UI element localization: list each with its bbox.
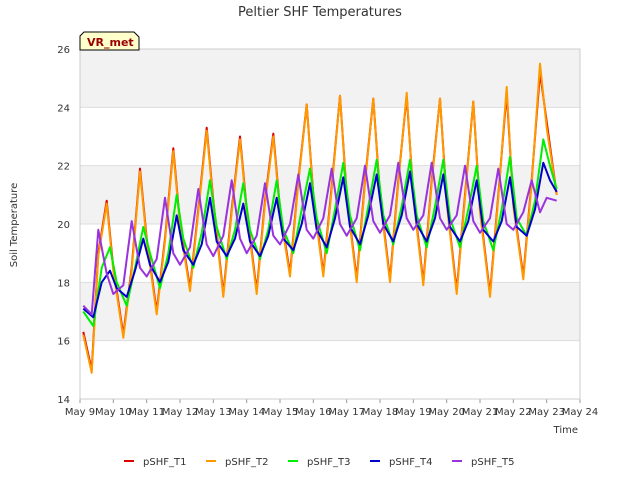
legend-label: pSHF_T2 bbox=[225, 457, 268, 468]
x-tick-label: May 22 bbox=[495, 407, 532, 418]
legend-label: pSHF_T3 bbox=[307, 457, 350, 468]
vr-met-annotation: VR_met bbox=[79, 31, 140, 51]
annotation-box bbox=[79, 31, 140, 51]
shaded-bands bbox=[80, 49, 580, 341]
series-lines bbox=[82, 62, 558, 374]
x-tick-label: May 13 bbox=[195, 407, 232, 418]
x-tick-label: May 19 bbox=[395, 407, 432, 418]
y-tick-label: 20 bbox=[57, 220, 70, 231]
series-line-pSHF_T4 bbox=[82, 161, 558, 319]
annotation-text: VR_met bbox=[87, 36, 134, 49]
x-tick-label: May 11 bbox=[128, 407, 165, 418]
x-tick-label: May 15 bbox=[262, 407, 299, 418]
y-tick-label: 14 bbox=[57, 395, 70, 406]
plot-frame bbox=[79, 48, 581, 400]
x-axis-label: Time bbox=[553, 425, 578, 436]
y-tick-label: 26 bbox=[57, 45, 70, 56]
y-axis-label: Soil Temperature bbox=[9, 183, 20, 268]
y-tick-label: 18 bbox=[57, 278, 70, 289]
legend-label: pSHF_T5 bbox=[471, 457, 514, 468]
legend-label: pSHF_T4 bbox=[389, 457, 432, 468]
y-tick-label: 16 bbox=[57, 337, 70, 348]
x-tick-label: May 24 bbox=[562, 407, 599, 418]
x-tick-label: May 10 bbox=[95, 407, 132, 418]
chart-title: Peltier SHF Temperatures bbox=[238, 5, 402, 20]
legend: pSHF_T1 pSHF_T2 pSHF_T3 pSHF_T4 pSHF_T5 bbox=[124, 457, 514, 468]
y-tick-label: 24 bbox=[57, 103, 70, 114]
x-tick-label: May 16 bbox=[295, 407, 332, 418]
x-tick-label: May 17 bbox=[328, 407, 365, 418]
y-tick-label: 22 bbox=[57, 162, 70, 173]
x-tick-label: May 12 bbox=[162, 407, 199, 418]
x-tick-label: May 9 bbox=[65, 407, 95, 418]
x-tick-label: May 23 bbox=[528, 407, 565, 418]
x-tick-label: May 20 bbox=[428, 407, 465, 418]
x-tick-label: May 18 bbox=[362, 407, 399, 418]
shaded-band-2 bbox=[80, 49, 580, 108]
legend-label: pSHF_T1 bbox=[143, 457, 186, 468]
shaded-band-0 bbox=[80, 282, 580, 341]
series-line-pSHF_T5 bbox=[82, 161, 557, 316]
x-tick-label: May 14 bbox=[228, 407, 265, 418]
x-tick-label: May 21 bbox=[462, 407, 499, 418]
y-tick-labels: 14 16 18 20 22 24 26 bbox=[57, 45, 70, 406]
